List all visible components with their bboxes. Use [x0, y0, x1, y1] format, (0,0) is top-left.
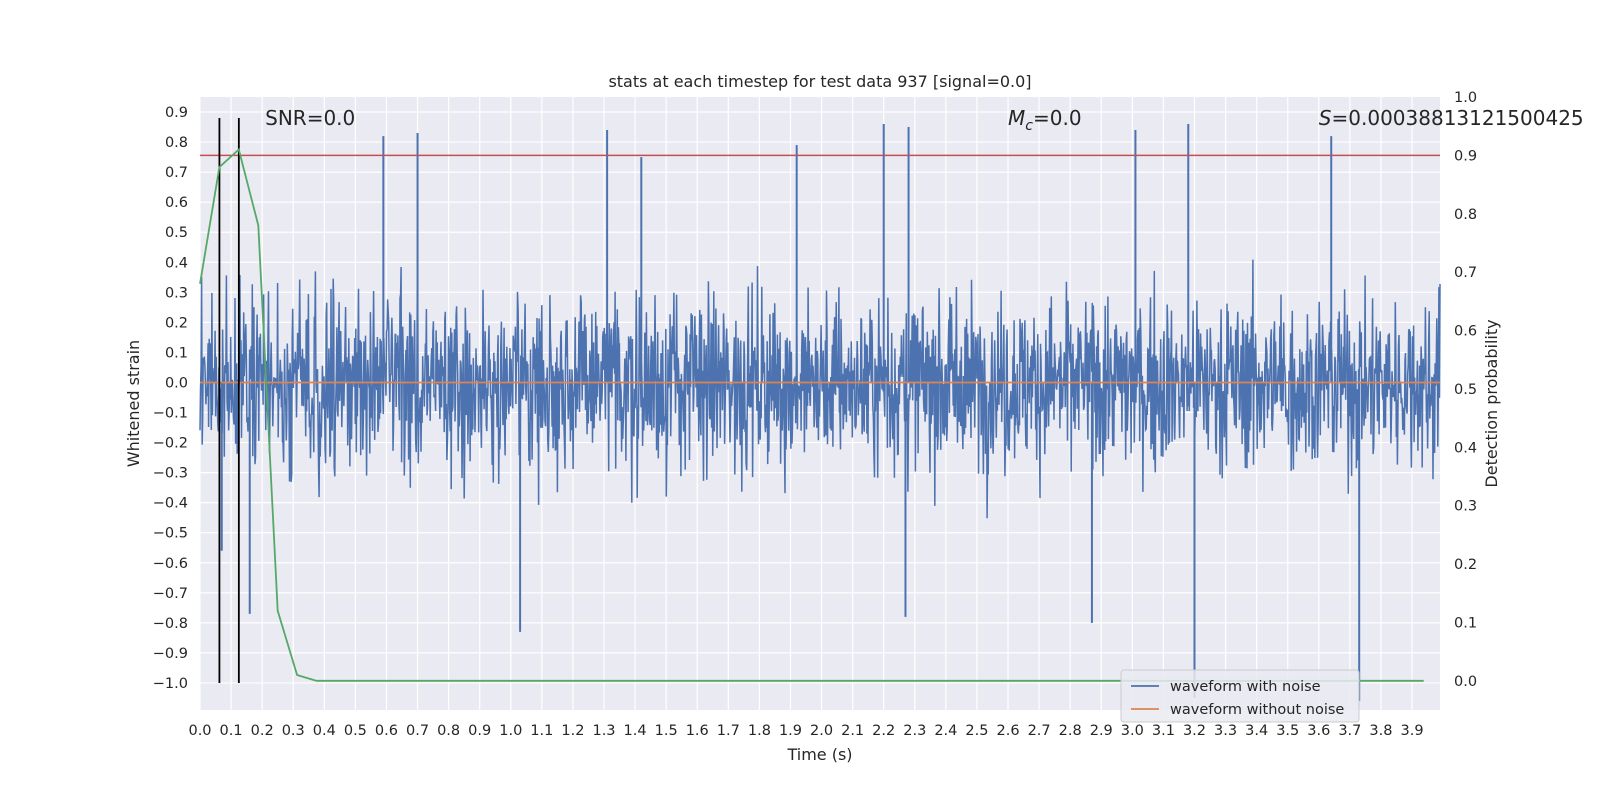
x-tick-label: 3.9 [1400, 723, 1423, 739]
y2-tick-label: 0.0 [1454, 674, 1477, 690]
x-tick-label: 0.6 [375, 723, 398, 739]
x-axis-label: Time (s) [786, 745, 852, 764]
score-annotation: S=0.00038813121500425 [1319, 106, 1584, 130]
y2-tick-label: 0.8 [1454, 207, 1477, 223]
x-tick-label: 2.1 [841, 723, 864, 739]
x-tick-label: 0.5 [344, 723, 367, 739]
y2-tick-label: 0.9 [1454, 148, 1477, 164]
x-tick-label: 3.7 [1338, 723, 1361, 739]
x-tick-label: 2.0 [810, 723, 833, 739]
y2-tick-label: 0.1 [1454, 615, 1477, 631]
y-tick-label: −0.8 [153, 616, 188, 632]
x-tick-label: 3.8 [1369, 723, 1392, 739]
y2-tick-label: 0.7 [1454, 265, 1477, 281]
x-tick-label: 0.3 [282, 723, 305, 739]
y-tick-label: 0.6 [165, 195, 188, 211]
x-tick-label: 3.5 [1276, 723, 1299, 739]
y2-tick-label: 1.0 [1454, 90, 1477, 106]
chirp-mass-annotation: Mc=0.0 [1008, 106, 1082, 134]
y-tick-label: −0.7 [153, 586, 188, 602]
x-tick-label: 1.0 [499, 723, 522, 739]
y2-tick-label: 0.2 [1454, 557, 1477, 573]
x-tick-label: 3.1 [1152, 723, 1175, 739]
x-tick-label: 1.4 [624, 723, 647, 739]
legend-label: waveform without noise [1170, 702, 1344, 718]
y-tick-label: 0.1 [165, 345, 188, 361]
y-tick-label: 0.3 [165, 285, 188, 301]
legend: waveform with noise waveform without nois… [1120, 669, 1360, 723]
x-tick-label: 0.1 [220, 723, 243, 739]
x-tick-label: 0.8 [437, 723, 460, 739]
y-tick-label: 0.7 [165, 165, 188, 181]
x-tick-label: 2.2 [872, 723, 895, 739]
y-tick-label: −0.2 [153, 436, 188, 452]
x-tick-label: 2.4 [934, 723, 957, 739]
ticks: 0.0 0.1 0.2 0.3 0.4 0.5 0.6 0.7 0.8 0.9 1.0 1.1 1.2 1… [153, 90, 1477, 739]
y-tick-label: 0.4 [165, 255, 188, 271]
x-tick-label: 1.7 [717, 723, 740, 739]
x-tick-label: 3.2 [1183, 723, 1206, 739]
x-tick-label: 1.1 [530, 723, 553, 739]
x-tick-label: 2.7 [1028, 723, 1051, 739]
legend-box [1120, 669, 1360, 723]
y-tick-label: −0.5 [153, 526, 188, 542]
y2-tick-label: 0.4 [1454, 440, 1477, 456]
x-tick-label: 0.4 [313, 723, 336, 739]
overlays [199, 118, 1440, 683]
x-tick-label: 2.5 [965, 723, 988, 739]
y-tick-label: −0.9 [153, 646, 188, 662]
y2-tick-label: 0.3 [1454, 499, 1477, 515]
x-tick-label: 1.2 [561, 723, 584, 739]
y-tick-label: −0.3 [153, 466, 188, 482]
y2-tick-label: 0.6 [1454, 324, 1477, 340]
x-tick-label: 3.6 [1307, 723, 1330, 739]
snr-annotation: SNR=0.0 [265, 106, 355, 130]
y-tick-label: −0.6 [153, 556, 188, 572]
x-tick-label: 3.3 [1214, 723, 1237, 739]
x-tick-label: 2.8 [1059, 723, 1082, 739]
y-tick-label: −0.1 [153, 406, 188, 422]
legend-label: waveform with noise [1170, 679, 1321, 695]
x-tick-label: 0.9 [468, 723, 491, 739]
x-tick-label: 3.0 [1121, 723, 1144, 739]
x-tick-label: 2.3 [903, 723, 926, 739]
y-tick-label: 0.5 [165, 225, 188, 241]
y-tick-label: 0.2 [165, 315, 188, 331]
y2-tick-label: 0.5 [1454, 382, 1477, 398]
chart-title: stats at each timestep for test data 937… [608, 72, 1031, 91]
x-tick-label: 1.9 [779, 723, 802, 739]
x-tick-label: 0.7 [406, 723, 429, 739]
x-tick-label: 3.4 [1245, 723, 1268, 739]
y-tick-label: −1.0 [153, 676, 188, 692]
y-tick-label: 0.0 [165, 375, 188, 391]
x-tick-label: 1.3 [592, 723, 615, 739]
x-tick-label: 1.5 [655, 723, 678, 739]
y-tick-label: −0.4 [153, 496, 188, 512]
y-tick-label: 0.9 [165, 105, 188, 121]
x-tick-label: 1.8 [748, 723, 771, 739]
x-tick-label: 2.9 [1090, 723, 1113, 739]
annotations: SNR=0.0 Mc=0.0 S=0.00038813121500425 [265, 106, 1584, 134]
waveform-with-noise-line [199, 259, 1441, 519]
x-tick-label: 0.0 [188, 723, 211, 739]
x-tick-label: 1.6 [686, 723, 709, 739]
x-tick-label: 0.2 [251, 723, 274, 739]
series-waveform-with-noise [199, 124, 1441, 701]
y2-axis-label: Detection probability [1482, 319, 1501, 487]
y-tick-label: 0.8 [165, 135, 188, 151]
detection-probability-line [199, 147, 1424, 682]
y-axis-label: Whitened strain [124, 340, 143, 467]
x-tick-label: 2.6 [996, 723, 1019, 739]
